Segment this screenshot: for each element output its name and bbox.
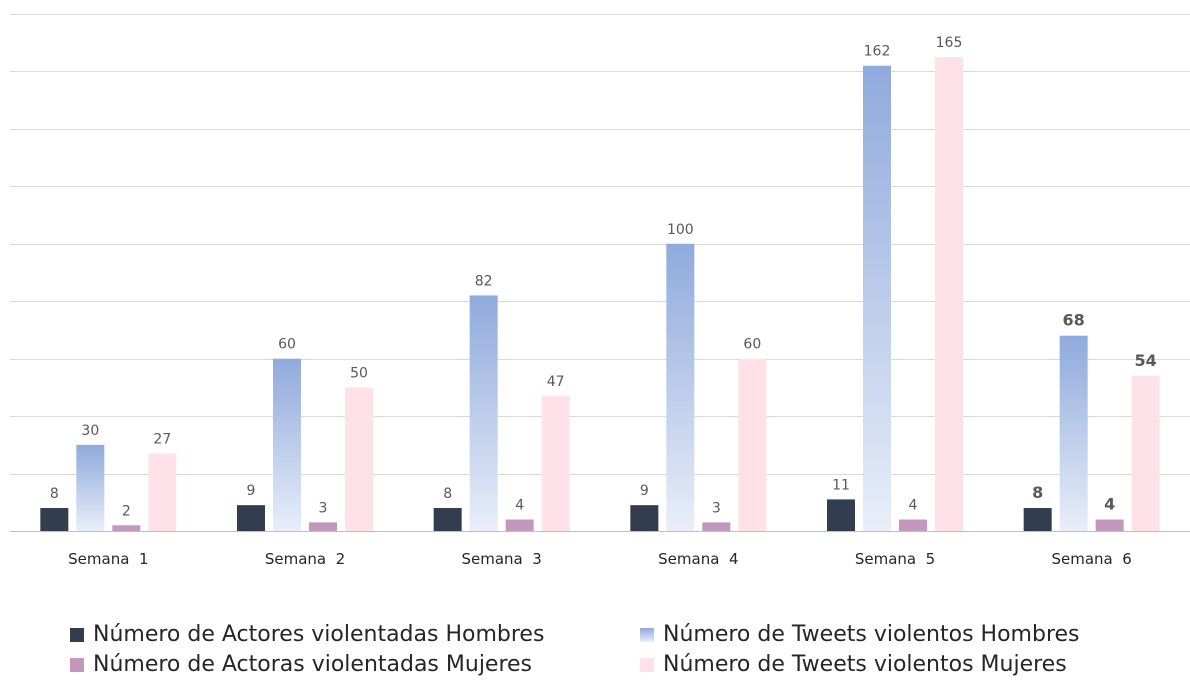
- bar: [1095, 519, 1124, 531]
- bar: [237, 505, 265, 531]
- x-tick-label: Semana 5: [855, 550, 935, 568]
- bar: [738, 358, 767, 531]
- legend-item-actores-hombres: Número de Actores violentadas Hombres: [70, 622, 544, 647]
- data-label: 165: [936, 35, 963, 51]
- data-label: 8: [443, 486, 452, 502]
- data-label: 8: [50, 486, 59, 502]
- data-label: 60: [743, 337, 761, 353]
- x-tick-label: Semana 4: [658, 550, 738, 568]
- legend-item-tweets-hombres: Número de Tweets violentos Hombres: [640, 622, 1080, 647]
- legend-swatch: [640, 627, 654, 642]
- bar: [702, 522, 731, 531]
- x-tick-label: Semana 6: [1051, 550, 1131, 568]
- legend-swatch: [70, 627, 84, 642]
- bar: [345, 387, 373, 531]
- x-tick-label: Semana 1: [68, 550, 148, 568]
- bar: [40, 508, 69, 531]
- data-label: 2: [122, 503, 131, 519]
- data-label: 27: [153, 431, 171, 447]
- data-label: 9: [247, 483, 256, 499]
- data-label: 4: [909, 498, 918, 514]
- data-label: 4: [1104, 495, 1115, 514]
- legend-swatch: [640, 657, 654, 672]
- bar: [863, 65, 891, 531]
- data-label: 8: [1032, 483, 1043, 502]
- bar: [827, 499, 855, 531]
- legend-swatch: [70, 657, 84, 672]
- gridlines: [10, 14, 1190, 532]
- bar: [899, 519, 927, 531]
- legend-item-tweets-mujeres: Número de Tweets violentos Mujeres: [640, 652, 1067, 677]
- bar: [1023, 508, 1052, 531]
- bar: [505, 519, 534, 531]
- bar: [469, 295, 498, 531]
- bar: [666, 243, 695, 531]
- data-label: 68: [1063, 311, 1085, 330]
- data-label: 11: [832, 477, 850, 493]
- data-label: 54: [1135, 351, 1157, 370]
- legend-label: Número de Actoras violentadas Mujeres: [93, 652, 533, 677]
- data-label: 30: [81, 423, 99, 439]
- x-tick-label: Semana 2: [265, 550, 345, 568]
- bar: [1059, 335, 1088, 531]
- data-label: 4: [515, 498, 524, 514]
- data-labels: 8 30 2 27 9 60 3 50 8 82 4 47 9 100 3 60 11 162 4 165 8 68 4 54: [50, 35, 1157, 519]
- bar: [76, 444, 105, 531]
- data-label: 100: [667, 222, 694, 238]
- bar: [1131, 375, 1160, 531]
- legend-label: Número de Tweets violentos Hombres: [663, 622, 1080, 647]
- data-label: 82: [475, 273, 493, 289]
- bar: [273, 358, 301, 531]
- data-label: 162: [864, 44, 891, 60]
- data-label: 60: [278, 337, 296, 353]
- legend-item-actoras-mujeres: Número de Actoras violentadas Mujeres: [70, 652, 532, 677]
- legend-label: Número de Tweets violentos Mujeres: [663, 652, 1067, 677]
- bar: [112, 525, 141, 531]
- x-tick-label: Semana 3: [461, 550, 541, 568]
- legend-label: Número de Actores violentadas Hombres: [93, 622, 545, 647]
- bar: [935, 57, 963, 531]
- data-label: 3: [712, 500, 721, 516]
- data-label: 50: [350, 365, 368, 381]
- data-label: 9: [640, 483, 649, 499]
- bar: [433, 508, 462, 531]
- x-axis-labels: Semana 1 Semana 2 Semana 3 Semana 4 Semana 5…: [68, 550, 1132, 568]
- bar: [541, 396, 570, 531]
- bar: [309, 522, 337, 531]
- data-label: 3: [319, 500, 328, 516]
- bar-chart: 8 30 2 27 9 60 3 50 8 82 4 47 9 100 3 60 11 162 4 165 8 68 4 54…: [10, 14, 1190, 568]
- bars: [40, 57, 1160, 531]
- bar: [148, 453, 177, 531]
- data-label: 47: [547, 374, 565, 390]
- bar: [630, 505, 659, 531]
